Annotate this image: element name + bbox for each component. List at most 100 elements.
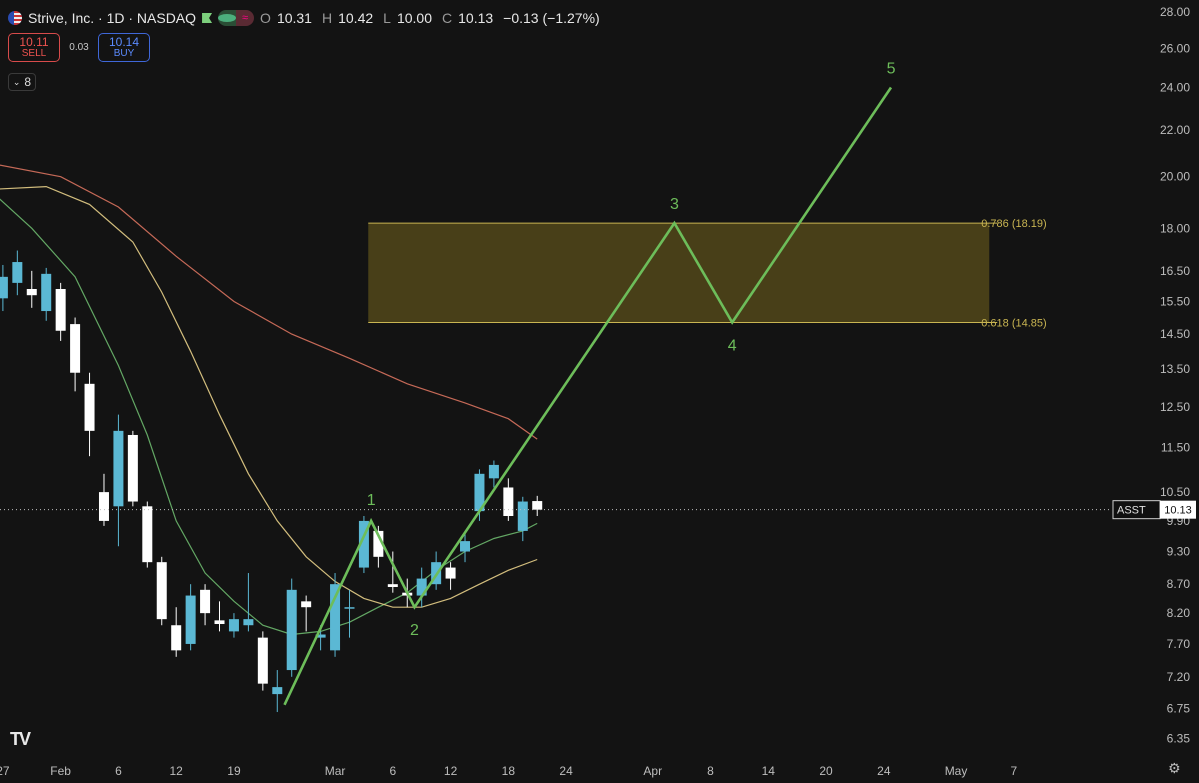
fib-lower-label: 0.618 (14.85) xyxy=(981,317,1046,329)
sell-button[interactable]: 10.11 SELL xyxy=(8,33,60,62)
candle-body[interactable] xyxy=(171,625,182,651)
open-value: 10.31 xyxy=(276,10,312,26)
sell-label: SELL xyxy=(21,47,47,59)
gear-icon[interactable]: ⚙ xyxy=(1168,760,1181,776)
close-label: C xyxy=(442,10,453,26)
high-value: 10.42 xyxy=(338,10,374,26)
x-tick-label: 24 xyxy=(559,764,573,778)
candle-body[interactable] xyxy=(474,473,485,512)
flag-marker-icon[interactable] xyxy=(202,13,213,23)
candle-body[interactable] xyxy=(98,492,109,521)
y-tick-label: 7.20 xyxy=(1167,670,1191,684)
x-tick-label: Feb xyxy=(50,764,71,778)
candle-body[interactable] xyxy=(503,487,514,517)
y-tick-label: 8.20 xyxy=(1167,606,1191,620)
candle-body[interactable] xyxy=(127,434,138,502)
candle-body[interactable] xyxy=(0,276,8,299)
candle-body[interactable] xyxy=(12,262,23,283)
y-tick-label: 16.50 xyxy=(1160,264,1190,278)
price-tag-value-box xyxy=(1160,500,1196,519)
candle-body[interactable] xyxy=(301,601,312,608)
tradingview-logo-icon: TV xyxy=(10,729,31,749)
candle-body[interactable] xyxy=(272,687,283,695)
candle-body[interactable] xyxy=(228,619,239,632)
candle-body[interactable] xyxy=(416,578,427,596)
candle-body[interactable] xyxy=(373,530,384,557)
us-flag-icon xyxy=(8,11,22,25)
candle-body[interactable] xyxy=(257,637,268,684)
x-tick-label: 12 xyxy=(444,764,458,778)
y-tick-label: 14.50 xyxy=(1160,327,1190,341)
y-tick-label: 22.00 xyxy=(1160,123,1190,137)
candle-body[interactable] xyxy=(445,567,456,579)
price-tag-value: 10.13 xyxy=(1164,505,1192,517)
buy-price: 10.14 xyxy=(108,34,140,49)
y-tick-label: 13.50 xyxy=(1160,362,1190,376)
candle-body[interactable] xyxy=(330,584,341,651)
status-pill[interactable]: ≈ xyxy=(218,10,255,26)
close-value: 10.13 xyxy=(458,10,494,26)
buy-button[interactable]: 10.14 BUY xyxy=(98,33,150,62)
y-tick-label: 12.50 xyxy=(1160,400,1190,414)
x-tick-label: 18 xyxy=(502,764,516,778)
symbol-title[interactable]: Strive, Inc. · 1D · NASDAQ xyxy=(28,10,197,26)
wave-label-5: 5 xyxy=(887,60,896,77)
candle-body[interactable] xyxy=(185,595,196,644)
candle-body[interactable] xyxy=(142,506,153,563)
wave-label-2: 2 xyxy=(410,622,419,639)
fib-upper-label: 0.786 (18.19) xyxy=(981,218,1046,230)
candle-body[interactable] xyxy=(70,324,81,373)
y-tick-label: 26.00 xyxy=(1160,41,1190,55)
candle-body[interactable] xyxy=(156,562,167,620)
candle-body[interactable] xyxy=(488,464,499,479)
sell-price: 10.11 xyxy=(19,34,49,49)
y-tick-label: 15.50 xyxy=(1160,294,1190,308)
candle-body[interactable] xyxy=(517,501,528,531)
fib-zone[interactable] xyxy=(368,223,990,323)
candle-body[interactable] xyxy=(113,430,124,507)
buy-label: BUY xyxy=(113,47,135,59)
candle-body[interactable] xyxy=(84,383,95,431)
low-value: 10.00 xyxy=(396,10,432,26)
candle-body[interactable] xyxy=(243,619,254,626)
candle-body[interactable] xyxy=(315,634,326,638)
candle-body[interactable] xyxy=(532,501,543,510)
y-tick-label: 18.00 xyxy=(1160,221,1190,235)
candle-body[interactable] xyxy=(26,289,37,296)
candle-body[interactable] xyxy=(358,520,369,568)
symbol-header: Strive, Inc. · 1D · NASDAQ ≈ O 10.31 H 10.… xyxy=(8,8,604,28)
indicators-toggle[interactable]: ⌄ 8 xyxy=(8,73,36,91)
candle-body[interactable] xyxy=(344,607,355,609)
x-tick-label: Apr xyxy=(643,764,662,778)
candle-body[interactable] xyxy=(387,584,398,587)
x-tick-label: 27 xyxy=(0,764,10,778)
y-tick-label: 7.70 xyxy=(1167,637,1191,651)
y-tick-label: 6.75 xyxy=(1167,701,1191,715)
wave-icon: ≈ xyxy=(236,10,255,26)
x-tick-label: Mar xyxy=(325,764,346,778)
y-tick-label: 8.70 xyxy=(1167,577,1191,591)
candle-body[interactable] xyxy=(460,541,471,552)
trade-panel: 10.11 SELL 0.03 10.14 BUY xyxy=(8,33,150,62)
y-tick-label: 24.00 xyxy=(1160,80,1190,94)
indicators-count: 8 xyxy=(24,75,32,89)
x-tick-label: 24 xyxy=(877,764,891,778)
wave-label-4: 4 xyxy=(728,337,737,354)
elliott-wave-line[interactable] xyxy=(283,86,893,706)
y-tick-label: 20.00 xyxy=(1160,170,1190,184)
open-label: O xyxy=(260,10,271,26)
x-tick-label: 6 xyxy=(389,764,396,778)
x-tick-label: 7 xyxy=(1010,764,1017,778)
candle-body[interactable] xyxy=(55,289,66,331)
candle-body[interactable] xyxy=(286,589,297,671)
x-tick-label: 8 xyxy=(707,764,714,778)
y-tick-label: 9.30 xyxy=(1167,545,1191,559)
y-tick-label: 10.50 xyxy=(1160,485,1190,499)
candle-body[interactable] xyxy=(41,273,52,312)
candle-body[interactable] xyxy=(200,589,211,614)
high-label: H xyxy=(321,10,333,26)
candle-body[interactable] xyxy=(214,620,225,625)
change-value: −0.13 (−1.27%) xyxy=(503,10,600,26)
